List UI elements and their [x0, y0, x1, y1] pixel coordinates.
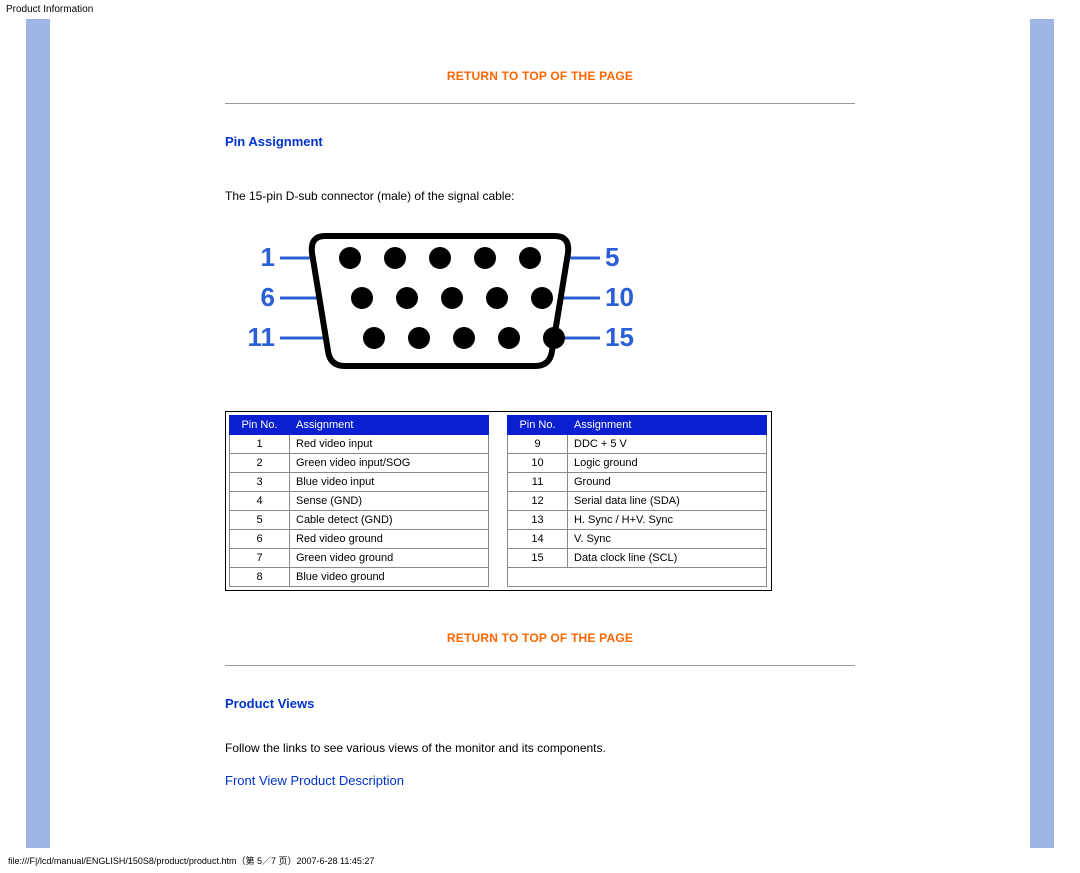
cell-assignment: Blue video input — [290, 473, 489, 492]
cell-pin-no: 8 — [230, 568, 290, 587]
pin-assignment-intro: The 15-pin D-sub connector (male) of the… — [225, 189, 855, 203]
col-assignment: Assignment — [568, 416, 767, 435]
cell-pin-no: 12 — [508, 492, 568, 511]
svg-text:15: 15 — [605, 322, 634, 352]
svg-text:1: 1 — [261, 242, 275, 272]
svg-text:5: 5 — [605, 242, 619, 272]
cell-pin-no: 15 — [508, 549, 568, 568]
table-row: 7Green video ground — [230, 549, 489, 568]
cell-pin-no: 1 — [230, 435, 290, 454]
col-pin-no: Pin No. — [508, 416, 568, 435]
table-row: 8Blue video ground — [230, 568, 489, 587]
table-row: 5Cable detect (GND) — [230, 511, 489, 530]
cell-assignment: Sense (GND) — [290, 492, 489, 511]
table-row: 12Serial data line (SDA) — [508, 492, 767, 511]
page-footer: file:///F|/lcd/manual/ENGLISH/150S8/prod… — [0, 848, 1080, 873]
cell-pin-no: 11 — [508, 473, 568, 492]
svg-text:6: 6 — [261, 282, 275, 312]
front-view-link[interactable]: Front View Product Description — [225, 773, 855, 788]
table-row: 13H. Sync / H+V. Sync — [508, 511, 767, 530]
rule-2 — [225, 665, 855, 666]
cell-pin-no: 3 — [230, 473, 290, 492]
sidebar-left — [26, 19, 50, 848]
cell-assignment: Blue video ground — [290, 568, 489, 587]
cell-assignment: Cable detect (GND) — [290, 511, 489, 530]
pin-tables-container: Pin No. Assignment 1Red video input2Gree… — [225, 411, 772, 591]
svg-text:10: 10 — [605, 282, 634, 312]
sidebar-right — [1030, 19, 1054, 848]
cell-assignment: Ground — [568, 473, 767, 492]
cell-assignment: Data clock line (SCL) — [568, 549, 767, 568]
cell-assignment: Green video input/SOG — [290, 454, 489, 473]
cell-pin-no: 6 — [230, 530, 290, 549]
cell-assignment: Logic ground — [568, 454, 767, 473]
cell-assignment: V. Sync — [568, 530, 767, 549]
table-row: 10Logic ground — [508, 454, 767, 473]
table-row: 15Data clock line (SCL) — [508, 549, 767, 568]
cell-assignment: Red video ground — [290, 530, 489, 549]
cell-pin-no: 14 — [508, 530, 568, 549]
table-row: 1Red video input — [230, 435, 489, 454]
table-row: 3Blue video input — [230, 473, 489, 492]
table-row: 11Ground — [508, 473, 767, 492]
table-row: 14V. Sync — [508, 530, 767, 549]
cell-pin-no: 7 — [230, 549, 290, 568]
content-area: RETURN TO TOP OF THE PAGE Pin Assignment… — [50, 19, 1030, 848]
col-assignment: Assignment — [290, 416, 489, 435]
table-row: 4Sense (GND) — [230, 492, 489, 511]
heading-product-views: Product Views — [225, 696, 855, 711]
product-views-intro: Follow the links to see various views of… — [225, 741, 855, 755]
table-row: 2Green video input/SOG — [230, 454, 489, 473]
cell-assignment: Red video input — [290, 435, 489, 454]
connector-diagram: 1 6 11 5 10 15 — [225, 221, 655, 381]
rule-1 — [225, 103, 855, 104]
table-row: 6Red video ground — [230, 530, 489, 549]
cell-assignment: Green video ground — [290, 549, 489, 568]
svg-text:11: 11 — [248, 322, 276, 352]
table-row: 9DDC + 5 V — [508, 435, 767, 454]
heading-pin-assignment: Pin Assignment — [225, 134, 855, 149]
page-wrap: RETURN TO TOP OF THE PAGE Pin Assignment… — [26, 19, 1054, 848]
cell-pin-no: 4 — [230, 492, 290, 511]
cell-pin-no: 5 — [230, 511, 290, 530]
page-header: Product Information — [0, 0, 1080, 19]
return-top-link-1[interactable]: RETURN TO TOP OF THE PAGE — [225, 69, 855, 83]
cell-pin-no: 13 — [508, 511, 568, 530]
cell-assignment: DDC + 5 V — [568, 435, 767, 454]
col-pin-no: Pin No. — [230, 416, 290, 435]
return-top-link-2[interactable]: RETURN TO TOP OF THE PAGE — [225, 631, 855, 645]
pin-table-right: Pin No. Assignment 9DDC + 5 V10Logic gro… — [507, 415, 767, 587]
cell-assignment: H. Sync / H+V. Sync — [568, 511, 767, 530]
cell-pin-no: 10 — [508, 454, 568, 473]
cell-pin-no: 9 — [508, 435, 568, 454]
cell-assignment: Serial data line (SDA) — [568, 492, 767, 511]
pin-table-left: Pin No. Assignment 1Red video input2Gree… — [229, 415, 489, 587]
cell-pin-no: 2 — [230, 454, 290, 473]
